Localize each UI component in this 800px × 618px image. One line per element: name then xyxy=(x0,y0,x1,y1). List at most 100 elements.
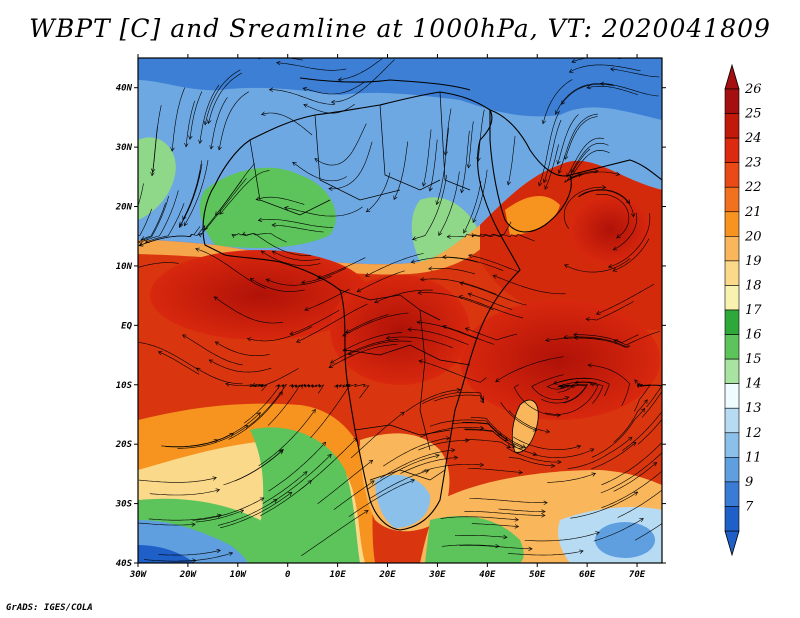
colorbar-label: 14 xyxy=(745,377,762,392)
streamline-arrow xyxy=(428,266,433,271)
streamline-arrow xyxy=(464,327,470,332)
streamline xyxy=(284,206,363,217)
streamline-arrow xyxy=(465,438,470,443)
chart-title: WBPT [C] and Sreamline at 1000hPa, VT: 2… xyxy=(29,14,771,43)
streamline-arrow xyxy=(327,453,332,459)
streamline xyxy=(405,389,461,412)
lon-tick-label: 50E xyxy=(529,570,546,580)
streamline xyxy=(468,254,519,272)
streamline-arrow xyxy=(407,327,412,332)
streamline-arrow xyxy=(545,429,551,434)
streamline xyxy=(220,492,293,529)
colorbar-label: 13 xyxy=(745,401,762,416)
streamline-arrow xyxy=(85,367,89,371)
streamline xyxy=(637,418,662,445)
streamline-arrow xyxy=(207,119,212,125)
streamline-arrow xyxy=(303,103,308,108)
streamline-arrow xyxy=(256,412,261,417)
streamline xyxy=(472,169,488,223)
streamline-arrow xyxy=(438,231,443,236)
streamline-arrow xyxy=(157,351,163,356)
streamline xyxy=(508,550,584,556)
africa-coastline xyxy=(202,91,521,531)
streamline xyxy=(304,288,350,311)
streamline xyxy=(198,178,247,236)
streamline-arrow xyxy=(640,408,646,413)
streamline xyxy=(158,351,200,375)
streamline xyxy=(342,312,409,337)
streamline-arrow xyxy=(279,384,284,389)
streamline xyxy=(407,329,469,345)
streamline-arrow xyxy=(579,549,584,554)
streamline xyxy=(287,58,303,61)
streamline-arrow xyxy=(275,384,280,389)
streamline-arrow xyxy=(616,234,621,239)
colorbar-label: 23 xyxy=(744,156,762,171)
streamline-arrow xyxy=(443,151,448,156)
streamline-arrow xyxy=(570,383,575,389)
colorbar-label: 15 xyxy=(745,352,762,367)
streamline-arrow xyxy=(246,337,252,342)
streamline xyxy=(547,473,596,483)
streamline-arrow xyxy=(203,225,208,231)
colorbar-label: 18 xyxy=(745,278,762,293)
streamline-arrow xyxy=(595,310,601,315)
streamline-arrow xyxy=(639,518,644,523)
streamline-arrow xyxy=(138,242,144,247)
lon-tick-label: 0 xyxy=(285,570,291,580)
streamline-arrow xyxy=(565,384,570,389)
streamline-arrow xyxy=(198,139,203,145)
colorbar-label: 26 xyxy=(744,82,762,97)
streamline xyxy=(269,89,336,105)
arabian-sea-core xyxy=(570,196,650,264)
streamline-arrow xyxy=(615,171,621,176)
streamline-arrow xyxy=(571,58,576,63)
streamline-arrow xyxy=(216,548,221,554)
streamline-arrow xyxy=(609,67,615,72)
streamline-arrow xyxy=(144,238,150,243)
streamline xyxy=(570,491,638,519)
streamline-arrow xyxy=(128,226,131,230)
lon-tick-label: 60E xyxy=(579,570,596,580)
streamline-arrow xyxy=(587,363,592,368)
streamline xyxy=(601,442,662,486)
streamline-arrow xyxy=(400,411,405,416)
lat-tick-label: 30N xyxy=(115,143,133,153)
streamline-arrow xyxy=(589,448,595,453)
streamline xyxy=(573,334,639,343)
streamline-arrow xyxy=(577,173,583,178)
streamline-arrow xyxy=(450,448,456,453)
streamline-arrow xyxy=(453,455,459,460)
lat-tick-label: EQ xyxy=(121,321,132,331)
streamline xyxy=(600,452,662,494)
streamline xyxy=(566,137,605,177)
streamline xyxy=(578,189,634,218)
streamline-arrow xyxy=(231,234,237,239)
streamline-arrow xyxy=(412,236,417,241)
streamline-arrow xyxy=(170,147,175,152)
streamline xyxy=(429,139,438,192)
streamline xyxy=(440,516,519,521)
streamline-arrow xyxy=(228,551,234,556)
streamline xyxy=(145,203,185,243)
streamline-arrow xyxy=(479,425,485,431)
streamline-arrow xyxy=(183,221,188,227)
streamline xyxy=(422,391,484,404)
streamline-arrow xyxy=(179,221,184,227)
streamline xyxy=(250,278,305,292)
streamline-arrow xyxy=(459,281,464,286)
colorbar-label: 25 xyxy=(744,107,762,122)
indian-ocean-core xyxy=(460,300,660,420)
streamline-arrow xyxy=(420,277,425,282)
streamline xyxy=(417,292,494,310)
streamline-arrow xyxy=(385,335,391,341)
streamline xyxy=(228,391,283,440)
streamline xyxy=(248,383,287,427)
streamline-arrow xyxy=(479,462,485,467)
streamline-arrow xyxy=(541,509,546,514)
streamline-arrow xyxy=(521,444,527,449)
streamline-arrow xyxy=(613,339,619,344)
streamline-arrow xyxy=(564,155,569,160)
streamline xyxy=(574,382,604,404)
streamline-arrow xyxy=(192,558,197,563)
